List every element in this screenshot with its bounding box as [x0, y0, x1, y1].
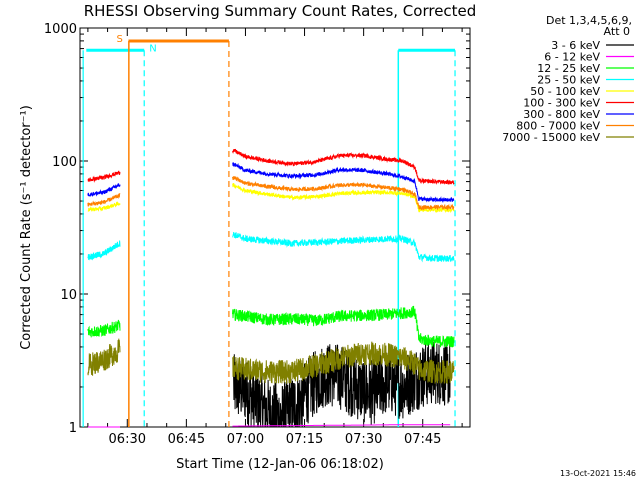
chart-title: RHESSI Observing Summary Count Rates, Co…	[84, 2, 477, 20]
y-tick-label: 10	[60, 288, 77, 303]
series-line-300-800-kev	[87, 162, 455, 204]
x-tick-label: 07:15	[286, 432, 323, 447]
y-tick-label: 1000	[44, 22, 77, 37]
x-axis-label: Start Time (12-Jan-06 06:18:02)	[176, 457, 384, 472]
legend-label: 6 - 12 keV	[544, 51, 600, 64]
night-flag-label: N	[149, 43, 156, 54]
x-tick-label: 07:45	[404, 432, 441, 447]
x-tick-label: 06:30	[109, 432, 146, 447]
series-line-800-7000-kev	[87, 176, 455, 212]
y-tick-label: 1	[69, 421, 77, 436]
legend-label: 25 - 50 keV	[537, 74, 600, 87]
series-line-12-25-kev	[87, 305, 455, 348]
plot-layer: 1 10 100 1000 06:30 06:45 07:00 07:15 07:30 07:45…	[19, 22, 471, 447]
y-tick-label: 100	[52, 155, 77, 170]
legend-label: 7000 - 15000 keV	[502, 131, 600, 144]
legend-label: 300 - 800 keV	[523, 108, 600, 121]
x-tick-label: 07:00	[227, 432, 264, 447]
x-tick-label: 06:45	[168, 432, 205, 447]
series-line-3-6-kev	[233, 340, 451, 428]
series-line-25-50-kev	[87, 231, 455, 263]
legend-label: 50 - 100 keV	[530, 85, 600, 98]
legend-header-line: Det 1,3,4,5,6,9,	[546, 14, 632, 27]
series-line-100-300-kev	[87, 148, 455, 185]
saa-flag-label: S	[116, 34, 122, 45]
legend-label: 12 - 25 keV	[537, 62, 600, 75]
legend-label: 100 - 300 keV	[523, 97, 600, 110]
x-tick-label: 07:30	[345, 432, 382, 447]
legend-header-line: Att 0	[604, 25, 630, 38]
legend-label: 3 - 6 keV	[551, 39, 600, 52]
footer-date: 13-Oct-2021 15:46	[560, 469, 636, 478]
y-axis-label: Corrected Count Rate (s⁻¹ detector⁻¹)	[19, 105, 34, 350]
legend-label: 800 - 7000 keV	[516, 120, 600, 133]
series-line-6-12-kev	[87, 424, 451, 428]
series-line-7000-15000-kev	[87, 338, 455, 384]
